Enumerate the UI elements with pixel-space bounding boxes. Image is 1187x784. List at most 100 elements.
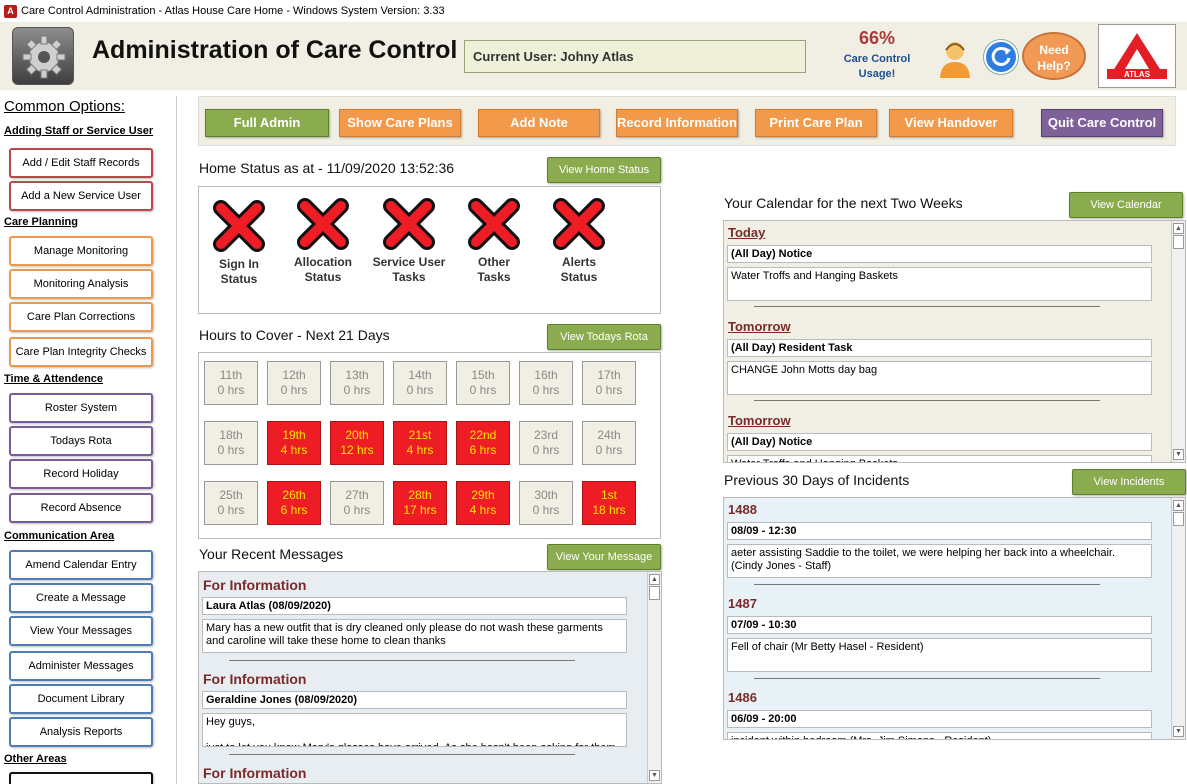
todays-rota-button[interactable]: Todays Rota: [9, 426, 153, 456]
refresh-icon[interactable]: [984, 40, 1018, 74]
need-help-button[interactable]: Need Help?: [1022, 32, 1086, 80]
status-label-line1: Alerts: [561, 255, 596, 269]
calendar-day: Tomorrow: [728, 319, 791, 334]
hours-value: 17 hrs: [403, 503, 437, 517]
messages-panel[interactable]: For Information Laura Atlas (08/09/2020)…: [198, 571, 662, 784]
amend-calendar-button[interactable]: Amend Calendar Entry: [9, 550, 153, 580]
administer-messages-button[interactable]: Administer Messages: [9, 651, 153, 681]
section-communication: Communication Area: [4, 530, 115, 542]
add-note-button[interactable]: Add Note: [478, 109, 600, 137]
calendar-kind: (All Day) Notice: [727, 433, 1152, 451]
hours-day-cell[interactable]: 16th 0 hrs: [519, 361, 573, 405]
quit-care-control-button[interactable]: Quit Care Control: [1041, 109, 1163, 137]
view-incidents-button[interactable]: View Incidents: [1072, 469, 1186, 495]
view-messages-button[interactable]: View Your Messages: [9, 616, 153, 646]
hours-day-cell[interactable]: 17th 0 hrs: [582, 361, 636, 405]
hours-day-cell[interactable]: 27th 0 hrs: [330, 481, 384, 525]
hours-day-cell[interactable]: 21st 4 hrs: [393, 421, 447, 465]
hours-day-cell[interactable]: 22nd 6 hrs: [456, 421, 510, 465]
status-label-line2: Status: [304, 270, 342, 284]
record-information-button[interactable]: Record Information: [616, 109, 738, 137]
hours-day: 20th: [345, 428, 369, 442]
hours-day-cell[interactable]: 20th 12 hrs: [330, 421, 384, 465]
scroll-thumb[interactable]: [1173, 512, 1184, 526]
logo-text: ATLAS: [1124, 70, 1151, 79]
scroll-down-icon[interactable]: ▼: [649, 770, 660, 781]
hours-day-cell[interactable]: 29th 4 hrs: [456, 481, 510, 525]
hours-day-cell[interactable]: 18th 0 hrs: [204, 421, 258, 465]
status-cross-icon: [553, 198, 605, 250]
message-from: Laura Atlas (08/09/2020): [202, 597, 627, 615]
sidebar: Common Options: Adding Staff or Service …: [0, 96, 177, 784]
hours-day-cell[interactable]: 23rd 0 hrs: [519, 421, 573, 465]
usage-label-line1: Care Control: [843, 53, 911, 65]
manage-monitoring-button[interactable]: Manage Monitoring: [9, 236, 153, 266]
add-service-user-button[interactable]: Add a New Service User: [9, 181, 153, 211]
scroll-thumb[interactable]: [1173, 235, 1184, 249]
hours-day: 22nd: [469, 428, 497, 442]
record-absence-button[interactable]: Record Absence: [9, 493, 153, 523]
record-holiday-button[interactable]: Record Holiday: [9, 459, 153, 489]
calendar-day: Today: [728, 225, 766, 240]
hours-day: 19th: [282, 428, 306, 442]
scroll-up-icon[interactable]: ▲: [1173, 500, 1184, 511]
hours-day-cell[interactable]: 30th 0 hrs: [519, 481, 573, 525]
view-handover-button[interactable]: View Handover: [889, 109, 1013, 137]
hours-day: 27th: [345, 488, 369, 502]
usage-percent: 66%: [858, 28, 896, 48]
document-library-button[interactable]: Document Library: [9, 684, 153, 714]
usage-label: Care Control Usage!: [838, 52, 916, 82]
hours-day: 15th: [471, 368, 495, 382]
hours-day-cell[interactable]: 19th 4 hrs: [267, 421, 321, 465]
other-area-button[interactable]: [9, 772, 153, 784]
hours-value: 0 hrs: [532, 503, 560, 517]
scroll-up-icon[interactable]: ▲: [649, 574, 660, 585]
show-care-plans-button[interactable]: Show Care Plans: [339, 109, 461, 137]
roster-system-button[interactable]: Roster System: [9, 393, 153, 423]
hours-day-cell[interactable]: 24th 0 hrs: [582, 421, 636, 465]
view-calendar-button[interactable]: View Calendar: [1069, 192, 1183, 218]
view-home-status-button[interactable]: View Home Status: [547, 157, 661, 183]
care-plan-corrections-button[interactable]: Care Plan Corrections: [9, 302, 153, 332]
hours-value: 4 hrs: [280, 443, 308, 457]
hours-day-cell[interactable]: 1st 18 hrs: [582, 481, 636, 525]
hours-day-cell[interactable]: 12th 0 hrs: [267, 361, 321, 405]
care-plan-integrity-button[interactable]: Care Plan Integrity Checks: [9, 337, 153, 367]
print-care-plan-button[interactable]: Print Care Plan: [755, 109, 877, 137]
scroll-thumb[interactable]: [649, 586, 660, 600]
hours-day-cell[interactable]: 25th 0 hrs: [204, 481, 258, 525]
hours-value: 12 hrs: [340, 443, 374, 457]
calendar-panel[interactable]: Today (All Day) Notice Water Troffs and …: [723, 220, 1186, 463]
hours-value: 0 hrs: [595, 383, 623, 397]
incident-when: 07/09 - 10:30: [727, 616, 1152, 634]
hours-day-cell[interactable]: 15th 0 hrs: [456, 361, 510, 405]
scroll-up-icon[interactable]: ▲: [1173, 223, 1184, 234]
scroll-down-icon[interactable]: ▼: [1173, 726, 1184, 737]
hours-day-cell[interactable]: 13th 0 hrs: [330, 361, 384, 405]
scroll-down-icon[interactable]: ▼: [1173, 449, 1184, 460]
hours-value: 4 hrs: [469, 503, 497, 517]
status-cross-icon: [468, 198, 520, 250]
support-person-icon[interactable]: [937, 38, 973, 78]
hours-day-cell[interactable]: 14th 0 hrs: [393, 361, 447, 405]
header: Administration of Care Control Current U…: [0, 22, 1187, 90]
incidents-panel[interactable]: 1488 08/09 - 12:30 aeter assisting Saddi…: [723, 497, 1186, 740]
analysis-reports-button[interactable]: Analysis Reports: [9, 717, 153, 747]
calendar-text: Water Troffs and Hanging Baskets: [727, 267, 1152, 301]
hours-value: 0 hrs: [280, 383, 308, 397]
add-edit-staff-button[interactable]: Add / Edit Staff Records: [9, 148, 153, 178]
hours-day-cell[interactable]: 28th 17 hrs: [393, 481, 447, 525]
view-your-message-button[interactable]: View Your Message: [547, 544, 661, 570]
hours-day-cell[interactable]: 11th 0 hrs: [204, 361, 258, 405]
full-admin-button[interactable]: Full Admin: [205, 109, 329, 137]
view-todays-rota-button[interactable]: View Todays Rota: [547, 324, 661, 350]
hours-day-cell[interactable]: 26th 6 hrs: [267, 481, 321, 525]
incident-separator: [754, 584, 1100, 585]
messages-scrollbar[interactable]: ▲ ▼: [647, 572, 661, 783]
monitoring-analysis-button[interactable]: Monitoring Analysis: [9, 269, 153, 299]
status-cross-icon: [297, 198, 349, 250]
calendar-scrollbar[interactable]: ▲ ▼: [1171, 221, 1185, 462]
incidents-scrollbar[interactable]: ▲ ▼: [1171, 498, 1185, 739]
hours-value: 0 hrs: [217, 503, 245, 517]
create-message-button[interactable]: Create a Message: [9, 583, 153, 613]
